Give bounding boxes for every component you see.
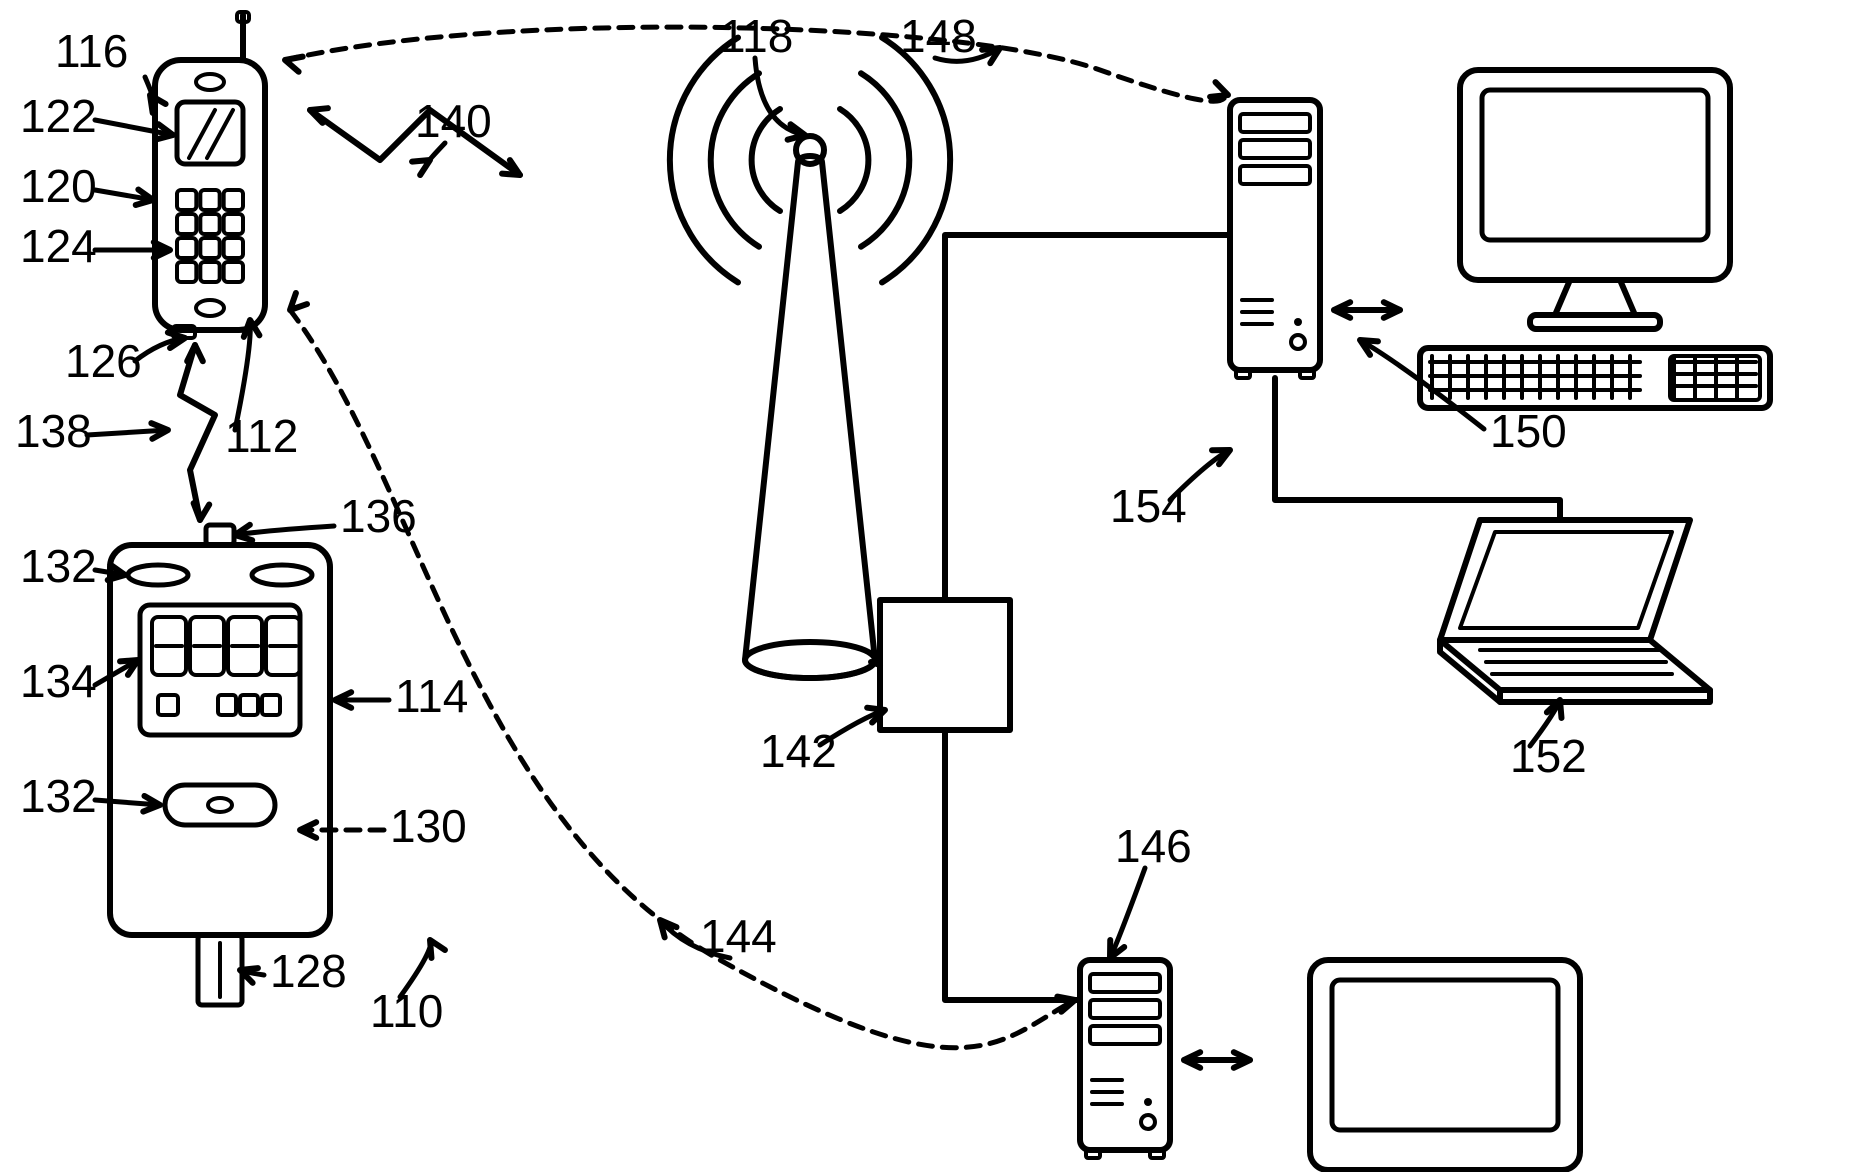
network-router xyxy=(880,600,1010,730)
label-144: 144 xyxy=(700,910,777,962)
label-154: 154 xyxy=(1110,480,1187,532)
meter-device xyxy=(110,525,330,1005)
label-150: 150 xyxy=(1490,405,1567,457)
label-152: 152 xyxy=(1510,730,1587,782)
label-136: 136 xyxy=(340,490,417,542)
label-128: 128 xyxy=(270,945,347,997)
label-126: 126 xyxy=(65,335,142,387)
label-110: 110 xyxy=(370,985,443,1037)
label-130: 130 xyxy=(390,800,467,852)
desktop-pc-1 xyxy=(1420,70,1770,408)
label-112: 112 xyxy=(225,410,298,462)
label-138: 138 xyxy=(15,405,92,457)
label-140: 140 xyxy=(415,95,492,147)
label-146: 146 xyxy=(1115,820,1192,872)
mobile-phone xyxy=(155,12,265,338)
server-2 xyxy=(1080,960,1170,1158)
label-134: 134 xyxy=(20,655,97,707)
label-122: 122 xyxy=(20,90,97,142)
cell-tower xyxy=(670,38,950,678)
desktop-pc-2 xyxy=(1270,960,1620,1172)
label-116: 116 xyxy=(55,25,128,77)
label-118: 118 xyxy=(720,10,793,62)
label-114: 114 xyxy=(395,670,468,722)
label-132: 132 xyxy=(20,540,97,592)
label-120: 120 xyxy=(20,160,97,212)
label-124: 124 xyxy=(20,220,97,272)
laptop xyxy=(1440,520,1710,702)
label-132: 132 xyxy=(20,770,97,822)
label-148: 148 xyxy=(900,10,977,62)
server-1 xyxy=(1230,100,1320,378)
label-142: 142 xyxy=(760,725,837,777)
